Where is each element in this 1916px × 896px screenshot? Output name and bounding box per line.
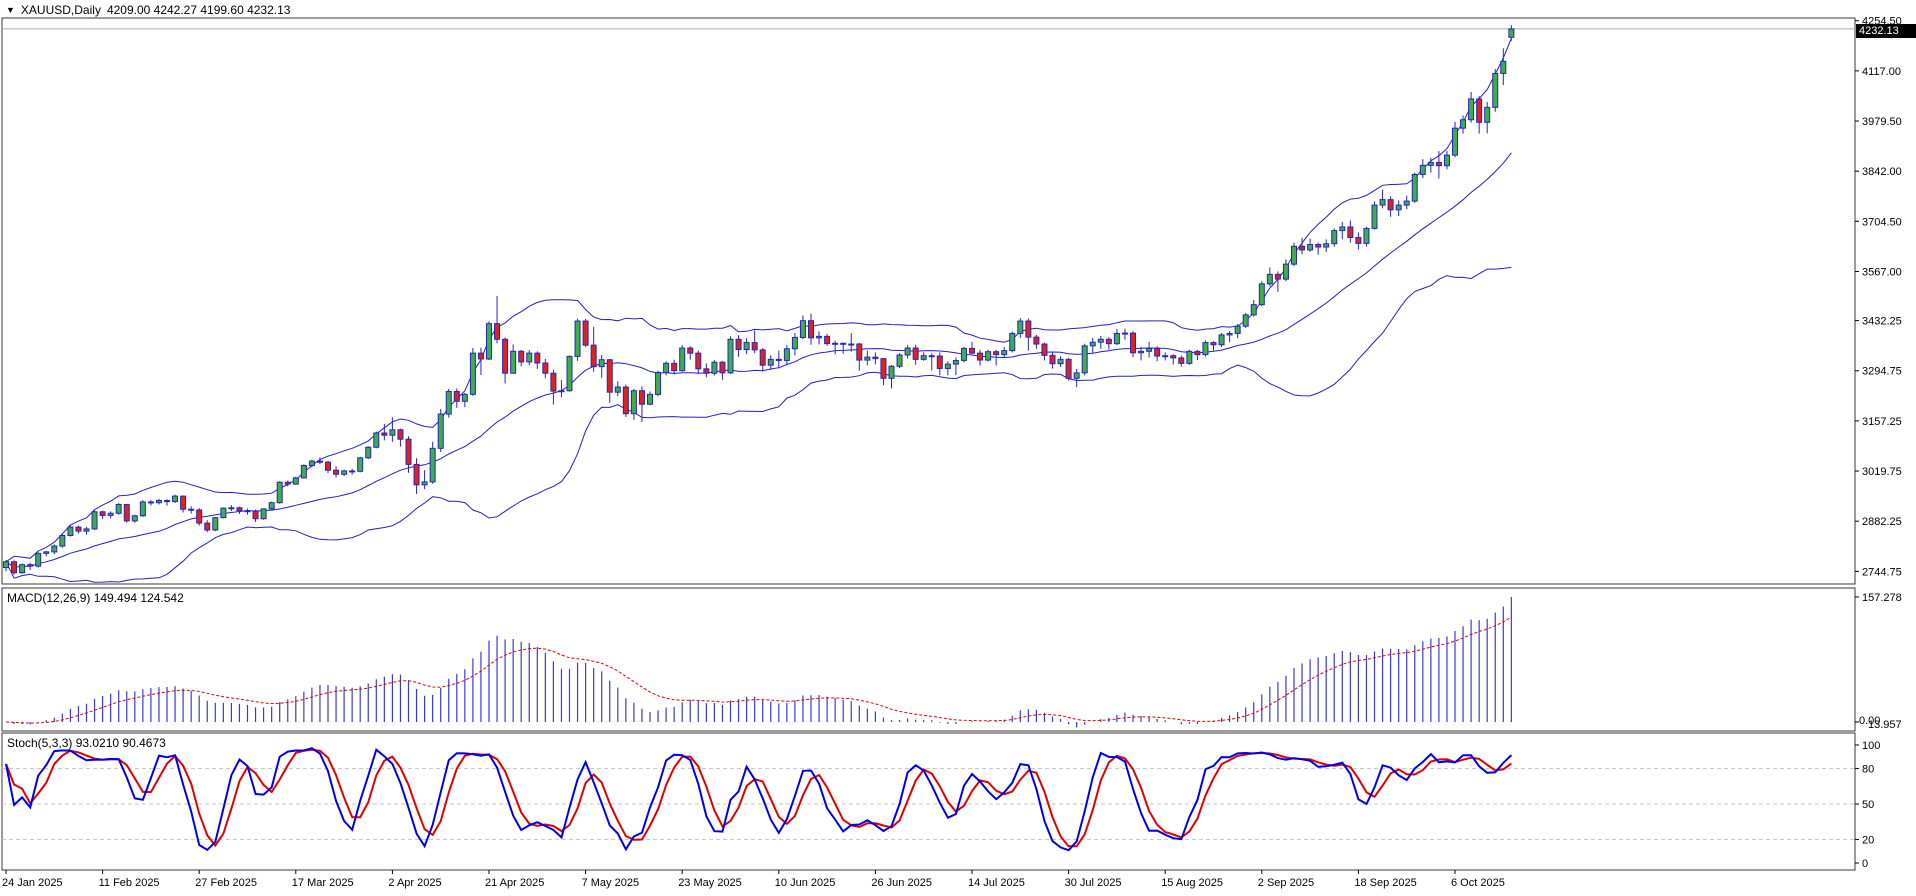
- date-tick-label: 6 Oct 2025: [1451, 877, 1505, 889]
- stoch-axis-label: 80: [1862, 764, 1874, 776]
- stoch-axis-label: 50: [1862, 799, 1874, 811]
- symbol-dropdown-icon: ▼: [6, 5, 15, 15]
- date-tick-label: 2 Apr 2025: [388, 877, 441, 889]
- stoch-k-line: [5, 747, 1513, 852]
- date-tick-label: 27 Feb 2025: [195, 877, 257, 889]
- date-tick-label: 7 May 2025: [582, 877, 639, 889]
- date-tick-label: 30 Jul 2025: [1065, 877, 1122, 889]
- chart-header: ▼ XAUUSD,Daily 4209.00 4242.27 4199.60 4…: [6, 3, 290, 17]
- date-tick-label: 14 Jul 2025: [968, 877, 1025, 889]
- price-tick-label: 3979.50: [1862, 116, 1902, 128]
- date-tick-label: 15 Aug 2025: [1161, 877, 1223, 889]
- price-tick-label: 3157.25: [1862, 416, 1902, 428]
- symbol-period-label: XAUUSD,Daily: [20, 3, 101, 17]
- macd-layer[interactable]: [5, 597, 1512, 728]
- price-tick-label: 3432.25: [1862, 316, 1902, 328]
- macd-axis-value-label: 13.957: [1868, 719, 1902, 731]
- price-tick-label: 3019.75: [1862, 466, 1902, 478]
- date-tick-label: 10 Jun 2025: [775, 877, 836, 889]
- price-tick-label: 2744.75: [1862, 566, 1902, 578]
- macd-axis-max-label: 157.278: [1862, 592, 1902, 604]
- current-price-tag: 4232.13: [1856, 23, 1916, 38]
- date-axis[interactable]: 24 Jan 2025 11 Feb 2025 27 Feb 2025 17 Mar …: [2, 870, 1505, 889]
- macd-panel[interactable]: [1, 587, 1856, 732]
- stoch-axis-label: 100: [1862, 740, 1880, 752]
- macd-axis-zero-label: 0.00: [1859, 715, 1880, 727]
- price-tick-label: 2882.25: [1862, 516, 1902, 528]
- date-tick-label: 21 Apr 2025: [485, 877, 544, 889]
- date-tick-label: 18 Sep 2025: [1354, 877, 1416, 889]
- price-tick-label: 4117.00: [1862, 66, 1901, 78]
- stoch-layer[interactable]: [2, 747, 1855, 852]
- main-panel[interactable]: [1, 17, 1856, 585]
- price-tick-label: 3567.00: [1862, 266, 1902, 278]
- price-tick-label: 3294.75: [1862, 366, 1902, 378]
- price-tick-label: 3842.00: [1862, 166, 1902, 178]
- date-tick-label: 24 Jan 2025: [2, 877, 63, 889]
- date-tick-label: 2 Sep 2025: [1258, 877, 1314, 889]
- bollinger-lower-line: [5, 266, 1512, 583]
- ohlc-values: 4209.00 4242.27 4199.60 4232.13: [106, 3, 291, 17]
- date-tick-label: 23 May 2025: [678, 877, 742, 889]
- stoch-axis-label: 20: [1862, 834, 1874, 846]
- price-tick-label: 3704.50: [1862, 216, 1902, 228]
- candles: [3, 25, 1515, 575]
- date-tick-label: 11 Feb 2025: [99, 877, 160, 889]
- date-tick-label: 17 Mar 2025: [292, 877, 354, 889]
- macd-signal-line: [5, 616, 1512, 724]
- macd-indicator-label: MACD(12,26,9) 149.494 124.542: [7, 591, 184, 605]
- stoch-axis-label: 0: [1862, 858, 1868, 870]
- main-chart-layer[interactable]: [2, 25, 1855, 583]
- stoch-panel[interactable]: [1, 732, 1856, 871]
- date-tick-label: 26 Jun 2025: [871, 877, 932, 889]
- stoch-indicator-label: Stoch(5,3,3) 93.0210 90.4673: [7, 736, 166, 750]
